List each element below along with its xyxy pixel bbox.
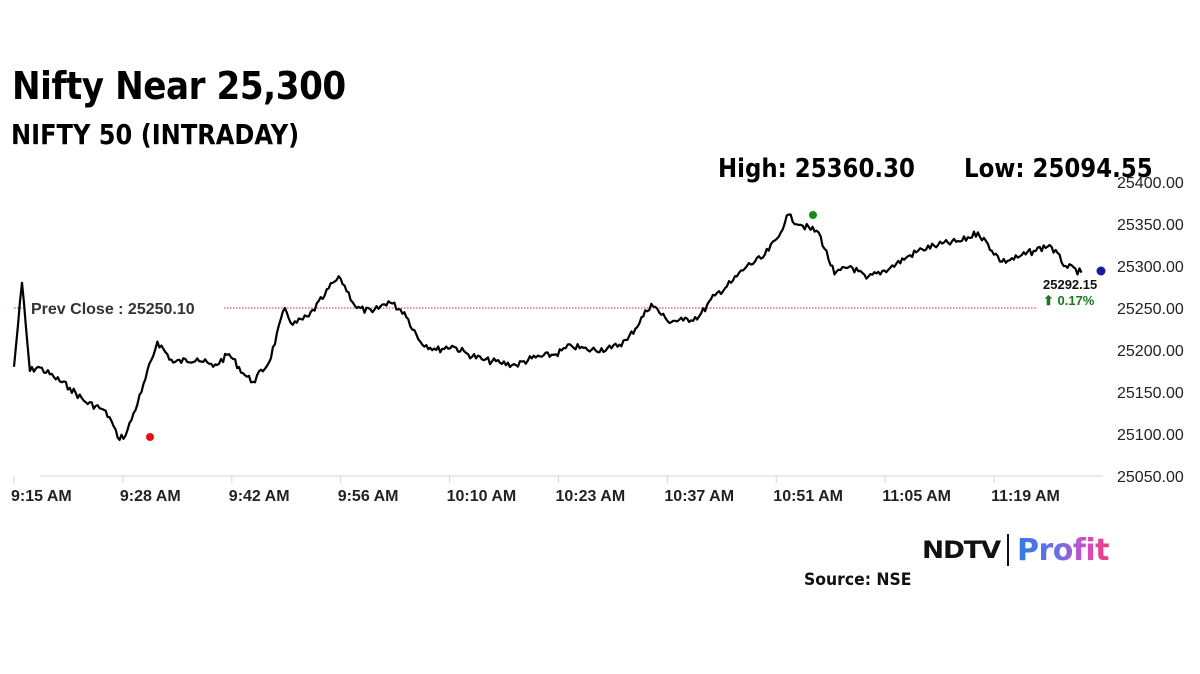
x-axis-ticks: 9:15 AM 9:28 AM 9:42 AM 9:56 AM 10:10 AM 10:2… — [11, 476, 1060, 505]
change-percent-label: ⬆ 0.17% — [1043, 293, 1095, 308]
y-tick-label: 25150.00 — [1117, 385, 1184, 402]
x-tick-label: 11:05 AM — [882, 488, 951, 505]
ndtv-profit-logo: NDTV Profit — [922, 532, 1110, 568]
x-tick-label: 9:56 AM — [338, 488, 399, 505]
x-tick-label: 9:15 AM — [11, 488, 72, 505]
y-tick-label: 25300.00 — [1117, 259, 1184, 276]
last-price-marker — [1096, 266, 1106, 276]
x-tick-label: 10:51 AM — [773, 488, 843, 505]
x-tick-label: 9:42 AM — [229, 488, 290, 505]
price-line — [12, 213, 1083, 441]
logo-divider — [1006, 534, 1009, 566]
y-tick-label: 25200.00 — [1117, 343, 1184, 360]
y-tick-label: 25250.00 — [1117, 301, 1184, 318]
y-tick-label: 25100.00 — [1117, 427, 1184, 444]
x-tick-label: 10:10 AM — [447, 488, 517, 505]
prev-close-label: Prev Close : 25250.10 — [31, 301, 195, 318]
day-high-label: High: 25360.30 — [718, 154, 915, 184]
y-axis-ticks: 25400.00 25350.00 25300.00 25250.00 25200.00… — [1117, 175, 1184, 486]
y-tick-label: 25350.00 — [1117, 217, 1184, 234]
y-tick-label: 25400.00 — [1117, 175, 1184, 192]
x-tick-label: 10:23 AM — [556, 488, 626, 505]
day-low-label: Low: 25094.55 — [964, 154, 1153, 184]
x-tick-label: 11:19 AM — [991, 488, 1060, 505]
x-tick-label: 9:28 AM — [120, 488, 181, 505]
chart-headline: Nifty Near 25,300 — [12, 64, 346, 108]
low-marker — [146, 433, 154, 441]
x-tick-label: 10:37 AM — [664, 488, 734, 505]
last-price-label: 25292.15 — [1043, 277, 1097, 292]
ndtv-logo-text: NDTV — [922, 536, 1001, 564]
y-tick-label: 25050.00 — [1117, 469, 1184, 486]
prev-close-label-bg — [26, 296, 224, 318]
profit-logo-text: Profit — [1016, 532, 1110, 568]
source-credit: Source: NSE — [804, 570, 912, 590]
high-marker — [809, 211, 817, 219]
chart-subtitle: NIFTY 50 (INTRADAY) — [11, 118, 300, 151]
